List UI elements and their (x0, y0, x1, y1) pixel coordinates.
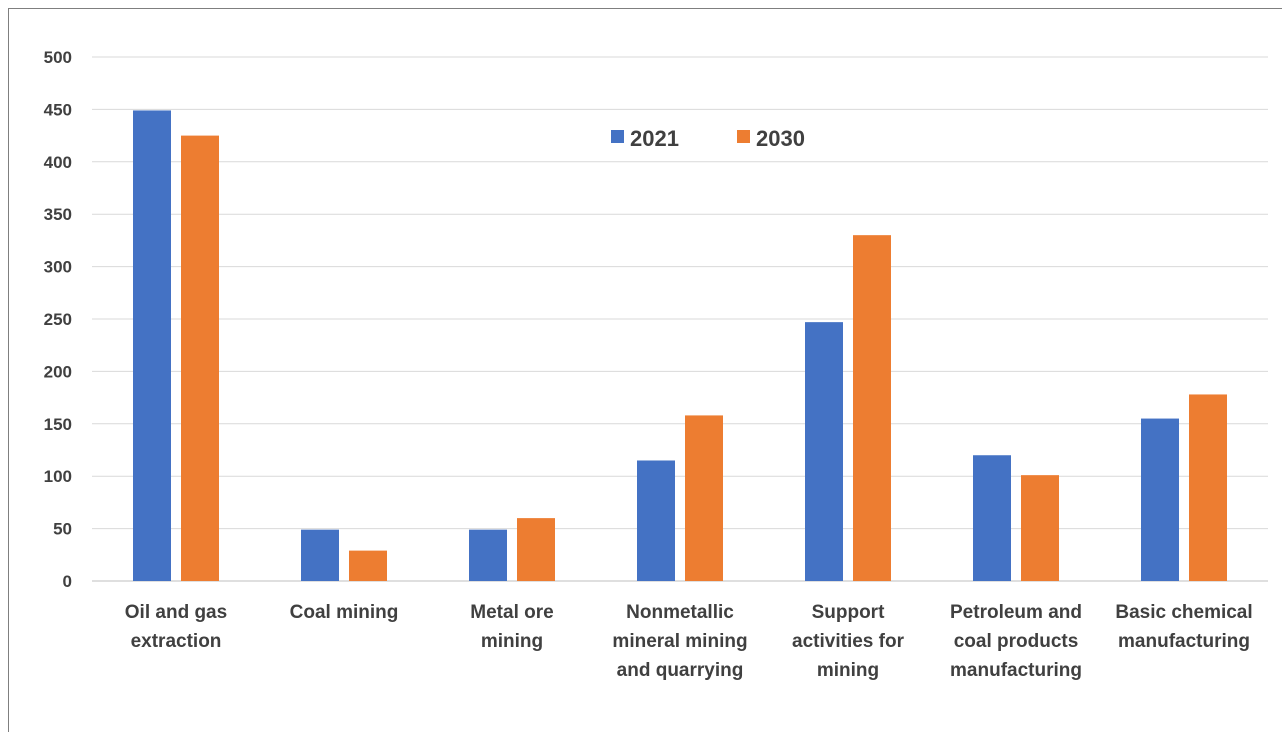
bar-2030-1 (349, 550, 387, 581)
y-tick-label: 450 (44, 100, 72, 119)
gridlines (92, 56, 1268, 582)
y-tick-label: 500 (44, 48, 72, 67)
bar-2030-4 (853, 235, 891, 581)
x-tick-label: mining (481, 631, 543, 652)
legend: 2021 2030 (611, 126, 805, 151)
x-tick-label: Basic chemical (1115, 602, 1252, 623)
x-tick-label: Coal mining (290, 602, 399, 623)
x-axis: Oil and gas extraction Coal mining Metal or… (125, 602, 1253, 681)
bars (133, 110, 1227, 581)
bar-2021-5 (973, 455, 1011, 581)
x-tick-label: manufacturing (950, 660, 1082, 681)
y-tick-label: 300 (44, 258, 72, 277)
x-tick-label: Metal ore (470, 602, 553, 623)
x-tick-label: Nonmetallic (626, 602, 734, 623)
x-tick-label: mining (817, 660, 879, 681)
y-tick-label: 150 (44, 415, 72, 434)
x-tick-label: Oil and gas (125, 602, 227, 623)
bar-2021-6 (1141, 418, 1179, 581)
y-tick-label: 250 (44, 310, 72, 329)
x-tick-label: activities for (792, 631, 905, 652)
x-tick-label: Support (812, 602, 885, 623)
bar-2030-0 (181, 135, 219, 581)
bar-2021-0 (133, 110, 171, 581)
legend-label-2021: 2021 (630, 126, 679, 151)
y-tick-label: 350 (44, 205, 72, 224)
bar-2021-1 (301, 529, 339, 581)
bar-2030-2 (517, 518, 555, 581)
legend-swatch-2021 (611, 130, 624, 143)
bar-2021-3 (637, 460, 675, 581)
legend-swatch-2030 (737, 130, 750, 143)
x-tick-label: mineral mining (612, 631, 747, 652)
y-tick-label: 400 (44, 153, 72, 172)
bar-2030-5 (1021, 475, 1059, 581)
x-tick-label: and quarrying (617, 660, 744, 681)
y-tick-label: 200 (44, 362, 72, 381)
x-tick-label: extraction (131, 631, 222, 652)
bar-2030-3 (685, 415, 723, 581)
y-tick-label: 100 (44, 467, 72, 486)
y-tick-label: 0 (63, 572, 72, 591)
bar-2021-2 (469, 529, 507, 581)
bar-2021-4 (805, 322, 843, 581)
y-tick-label: 50 (53, 520, 72, 539)
x-tick-label: Petroleum and (950, 602, 1082, 623)
x-tick-label: manufacturing (1118, 631, 1250, 652)
y-axis: 0 50 100 150 200 250 300 350 400 450 500 (44, 48, 72, 591)
x-tick-label: coal products (954, 631, 1079, 652)
legend-label-2030: 2030 (756, 126, 805, 151)
chart-frame (8, 8, 1282, 732)
bar-2030-6 (1189, 394, 1227, 581)
